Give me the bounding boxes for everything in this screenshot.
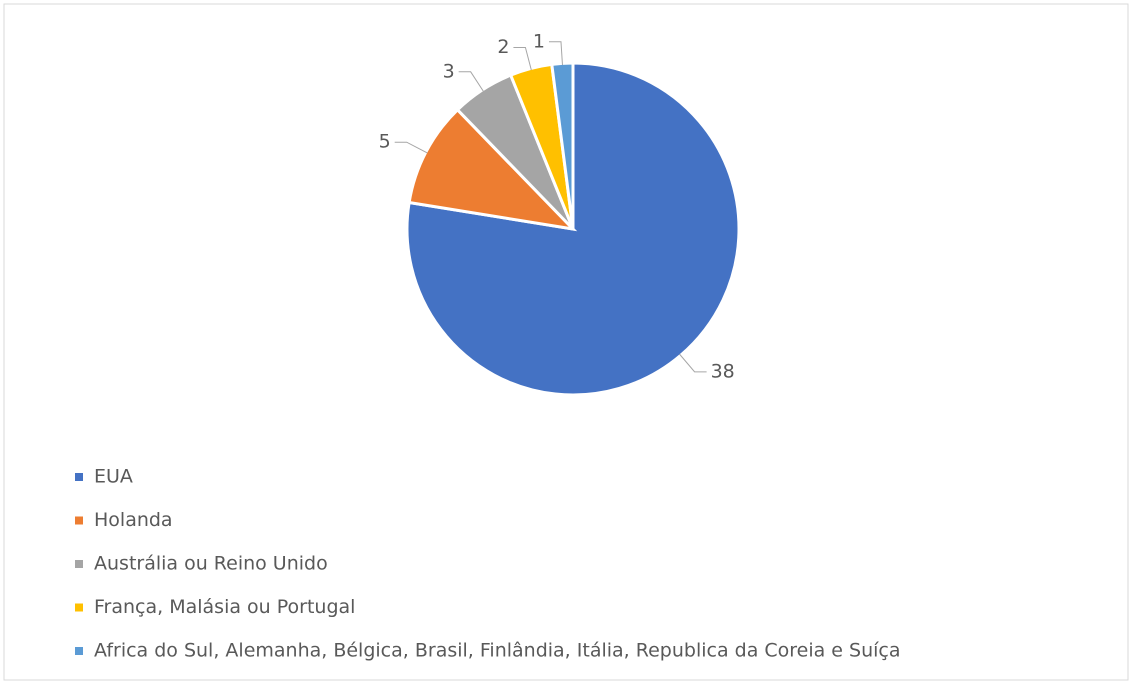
- legend-label: Africa do Sul, Alemanha, Bélgica, Brasil…: [94, 640, 901, 662]
- leader-line: [548, 41, 563, 66]
- legend-label: Holanda: [94, 509, 173, 531]
- data-label: 2: [497, 36, 509, 58]
- legend-label: França, Malásia ou Portugal: [94, 596, 355, 618]
- data-label: 38: [711, 360, 735, 382]
- leader-line: [394, 141, 428, 154]
- data-label: 1: [533, 30, 545, 52]
- data-label: 3: [443, 60, 455, 82]
- leader-line: [458, 71, 484, 92]
- legend-swatch: [75, 473, 83, 481]
- legend-label: Austrália ou Reino Unido: [94, 553, 328, 575]
- legend-swatch: [75, 560, 83, 568]
- leader-line: [679, 353, 707, 373]
- legend-swatch: [75, 516, 83, 525]
- legend-label: EUA: [94, 466, 133, 488]
- data-label: 5: [379, 131, 391, 153]
- leader-line: [513, 47, 532, 71]
- legend-swatch: [75, 647, 83, 655]
- legend-swatch: [75, 603, 83, 612]
